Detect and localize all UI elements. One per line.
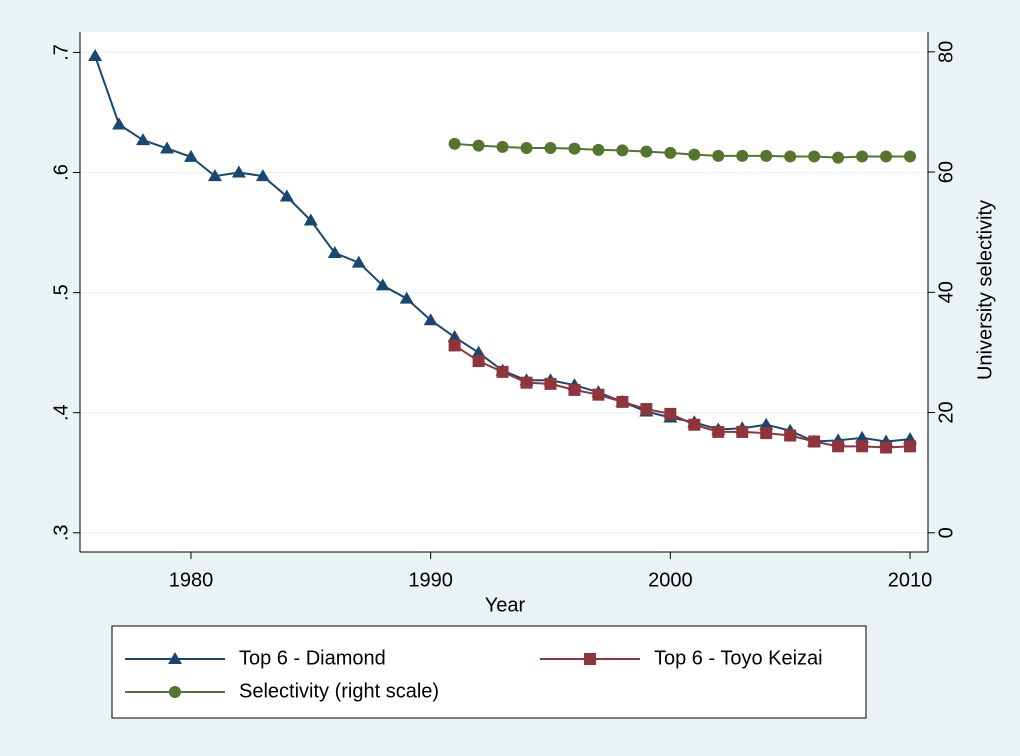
marker bbox=[616, 395, 629, 408]
y-tick-label: .6 bbox=[50, 164, 72, 181]
marker bbox=[423, 313, 438, 326]
marker bbox=[712, 149, 725, 162]
marker bbox=[855, 430, 870, 443]
marker bbox=[759, 417, 774, 430]
marker bbox=[183, 149, 198, 162]
marker bbox=[880, 150, 893, 163]
y2-axis-title: University selectivity bbox=[974, 200, 996, 380]
marker bbox=[832, 440, 845, 453]
marker bbox=[303, 213, 318, 226]
marker bbox=[808, 435, 821, 448]
marker bbox=[448, 137, 461, 150]
legend-label: Selectivity (right scale) bbox=[239, 680, 439, 702]
marker bbox=[664, 407, 677, 420]
marker bbox=[496, 365, 509, 378]
marker bbox=[904, 440, 917, 453]
marker bbox=[448, 339, 461, 352]
legend-marker bbox=[584, 653, 596, 665]
legend-label: Top 6 - Diamond bbox=[239, 647, 386, 669]
marker bbox=[399, 291, 414, 304]
marker bbox=[688, 148, 701, 161]
marker bbox=[447, 330, 462, 343]
marker bbox=[568, 383, 581, 396]
legend-marker bbox=[168, 652, 182, 664]
marker bbox=[808, 150, 821, 163]
marker bbox=[375, 278, 390, 291]
marker bbox=[688, 418, 701, 431]
marker bbox=[279, 189, 294, 202]
marker bbox=[472, 355, 485, 368]
marker bbox=[255, 169, 270, 182]
marker bbox=[712, 425, 725, 438]
marker bbox=[231, 165, 246, 178]
marker bbox=[616, 144, 629, 157]
marker bbox=[736, 149, 749, 162]
y-tick-label: .4 bbox=[50, 404, 72, 421]
legend-box bbox=[111, 625, 867, 719]
y2-tick-label: 20 bbox=[935, 401, 957, 423]
marker bbox=[351, 255, 366, 268]
marker bbox=[760, 149, 773, 162]
marker bbox=[736, 425, 749, 438]
marker bbox=[88, 49, 103, 62]
y2-tick-label: 80 bbox=[935, 41, 957, 63]
marker bbox=[207, 169, 222, 182]
marker bbox=[784, 429, 797, 442]
legend-marker bbox=[169, 686, 181, 698]
y-tick-label: .7 bbox=[50, 44, 72, 61]
marker bbox=[760, 427, 773, 440]
y2-tick-label: 40 bbox=[935, 281, 957, 303]
x-tick-label: 2010 bbox=[888, 569, 933, 591]
marker bbox=[544, 142, 557, 155]
marker bbox=[496, 140, 509, 153]
marker bbox=[520, 142, 533, 155]
legend-label: Top 6 - Toyo Keizai bbox=[654, 647, 823, 669]
x-tick-label: 1990 bbox=[408, 569, 453, 591]
x-tick-label: 1980 bbox=[169, 569, 214, 591]
marker bbox=[471, 345, 486, 358]
y2-tick-label: 60 bbox=[935, 161, 957, 183]
marker bbox=[472, 139, 485, 152]
marker bbox=[880, 441, 893, 454]
marker bbox=[544, 377, 557, 390]
marker bbox=[592, 143, 605, 156]
marker bbox=[856, 440, 869, 453]
y-tick-label: .5 bbox=[50, 284, 72, 301]
x-axis-title: Year bbox=[485, 594, 526, 616]
x-tick-label: 2000 bbox=[648, 569, 693, 591]
y2-tick-label: 0 bbox=[935, 527, 957, 538]
marker bbox=[640, 403, 653, 416]
marker bbox=[640, 145, 653, 158]
marker bbox=[327, 245, 342, 258]
marker bbox=[664, 146, 677, 159]
y-tick-label: .3 bbox=[50, 524, 72, 541]
marker bbox=[832, 151, 845, 164]
marker bbox=[136, 133, 151, 146]
marker bbox=[112, 117, 127, 130]
marker bbox=[160, 141, 175, 154]
marker bbox=[784, 150, 797, 163]
marker bbox=[856, 150, 869, 163]
marker bbox=[568, 142, 581, 155]
marker bbox=[904, 150, 917, 163]
marker bbox=[520, 376, 533, 389]
marker bbox=[592, 388, 605, 401]
